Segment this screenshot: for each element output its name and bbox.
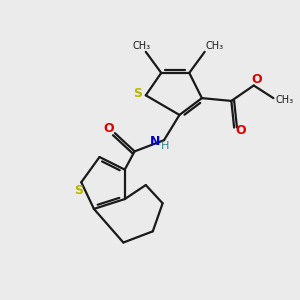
Text: N: N	[149, 135, 160, 148]
Text: CH₃: CH₃	[133, 41, 151, 51]
Text: O: O	[235, 124, 246, 137]
Text: CH₃: CH₃	[206, 41, 224, 51]
Text: O: O	[103, 122, 114, 135]
Text: O: O	[252, 74, 262, 86]
Text: H: H	[161, 141, 170, 152]
Text: CH₃: CH₃	[275, 94, 294, 104]
Text: S: S	[74, 184, 83, 196]
Text: S: S	[133, 87, 142, 100]
